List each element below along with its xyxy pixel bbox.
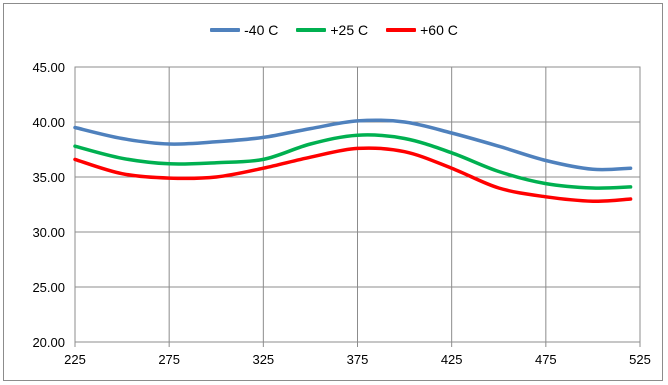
chart-frame: [3, 3, 663, 381]
legend-swatch-plus25: [296, 28, 327, 32]
legend-label-plus60: +60 C: [420, 22, 458, 38]
x-tick-label: 525: [629, 352, 651, 367]
x-tick-label: 375: [347, 352, 369, 367]
x-tick-label: 225: [64, 352, 86, 367]
legend-swatch-plus60: [386, 28, 417, 32]
series-line-minus40: [73, 118, 633, 172]
x-tick-label: 425: [441, 352, 463, 367]
legend-swatch-minus40: [210, 28, 241, 32]
tick-layer: 20.00 25.00 30.00 35.00 40.00 45.00 225 275 325 3…: [32, 60, 650, 367]
x-tick-label: 475: [535, 352, 557, 367]
y-tick-label: 30.00: [32, 225, 65, 240]
x-tick-label: 275: [158, 352, 180, 367]
legend: -40 C +25 C +60 C: [0, 22, 668, 38]
y-tick-label: 45.00: [32, 60, 65, 75]
series-line-plus25: [73, 133, 633, 190]
series-layer: [73, 118, 633, 203]
legend-item-minus40: -40 C: [210, 22, 278, 38]
series-line-plus60: [73, 146, 633, 203]
legend-label-plus25: +25 C: [330, 22, 369, 38]
y-tick-label: 40.00: [32, 115, 65, 130]
y-tick-label: 35.00: [32, 170, 65, 185]
y-tick-label: 25.00: [32, 280, 65, 295]
y-tick-label: 20.00: [32, 335, 65, 350]
legend-label-minus40: -40 C: [244, 22, 279, 38]
legend-item-plus25: +25 C: [296, 22, 368, 38]
legend-item-plus60: +60 C: [386, 22, 458, 38]
x-tick-label: 325: [252, 352, 274, 367]
grid-layer: [74, 66, 641, 347]
